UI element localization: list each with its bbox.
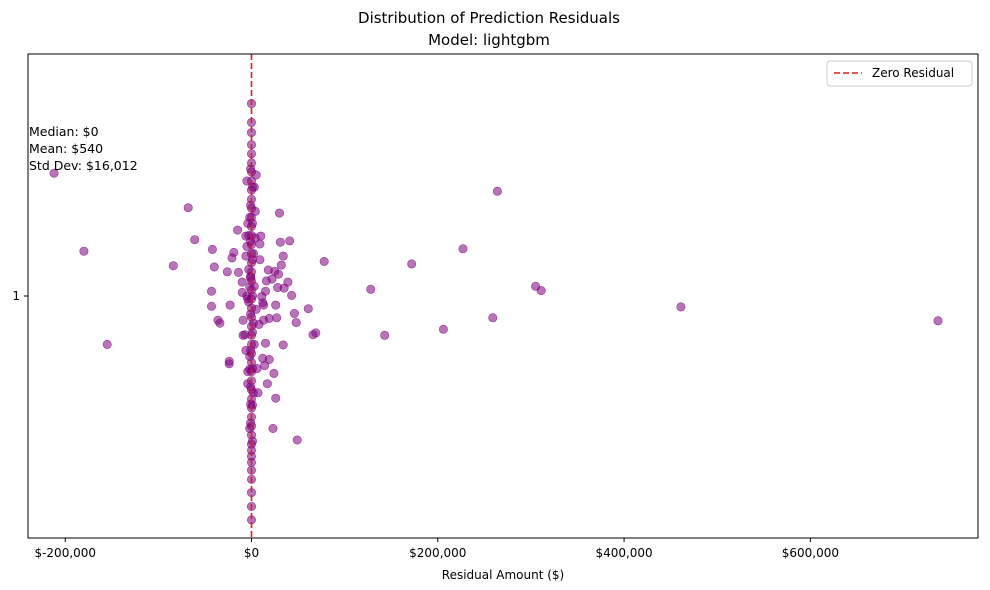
residual-point: [246, 273, 256, 283]
residual-point: [303, 304, 313, 314]
residual-point: [269, 368, 279, 378]
residual-point: [458, 244, 468, 254]
residual-point: [209, 262, 219, 272]
residual-point: [246, 164, 256, 174]
residual-point: [79, 246, 89, 256]
residual-point: [246, 418, 256, 428]
residual-point: [271, 300, 281, 310]
x-tick-label: $400,000: [595, 546, 652, 560]
legend-label: Zero Residual: [872, 66, 954, 80]
stats-annotation: Median: $0 Mean: $540 Std Dev: $16,012: [29, 124, 138, 173]
residual-point: [207, 286, 217, 296]
residual-point: [260, 338, 270, 348]
scatter-points: [49, 99, 943, 525]
residual-point: [222, 267, 232, 277]
residual-point: [283, 277, 293, 287]
residual-point: [273, 269, 283, 279]
x-axis-ticks: $-200,000 $0 $200,000 $400,000 $600,000: [34, 538, 839, 560]
residual-point: [233, 225, 243, 235]
residual-point: [536, 286, 546, 296]
residual-point: [259, 300, 269, 310]
chart-subtitle: Model: lightgbm: [428, 31, 550, 49]
x-axis-label: Residual Amount ($): [442, 568, 564, 582]
residual-point: [238, 315, 248, 325]
residual-point: [250, 206, 260, 216]
residual-point: [248, 318, 258, 328]
x-tick-label: $0: [244, 546, 259, 560]
residual-point: [278, 251, 288, 261]
residual-point: [319, 256, 329, 266]
residual-point: [229, 247, 239, 257]
residual-point: [234, 267, 244, 277]
stat-mean: Mean: $540: [29, 141, 103, 156]
residual-point: [287, 290, 297, 300]
residual-point: [248, 327, 258, 337]
residual-point: [256, 231, 266, 241]
legend: Zero Residual: [826, 60, 973, 87]
residual-point: [285, 236, 295, 246]
x-tick-label: $200,000: [409, 546, 466, 560]
residual-point: [207, 301, 217, 311]
residual-point: [225, 300, 235, 310]
residual-point: [251, 170, 261, 180]
residual-point: [102, 339, 112, 349]
residual-point: [276, 260, 286, 270]
residual-point: [274, 208, 284, 218]
residual-point: [264, 354, 274, 364]
residual-point: [267, 274, 277, 284]
x-tick-label: $-200,000: [34, 546, 96, 560]
residual-point: [246, 200, 256, 210]
residual-point: [292, 435, 302, 445]
residual-point: [246, 309, 256, 319]
residual-point: [255, 239, 265, 249]
stat-median: Median: $0: [29, 124, 99, 139]
chart-title: Distribution of Prediction Residuals: [358, 9, 620, 27]
y-axis-ticks: 1: [12, 289, 28, 303]
plot-frame: [27, 53, 979, 539]
residual-point: [264, 313, 274, 323]
residual-point: [224, 359, 234, 369]
residual-point: [438, 324, 448, 334]
residual-point: [237, 277, 247, 287]
residual-point: [933, 316, 943, 326]
residual-point: [248, 364, 258, 374]
residual-point: [262, 379, 272, 389]
residual-point: [245, 282, 255, 292]
residual-point: [271, 393, 281, 403]
residual-point: [183, 203, 193, 213]
residual-point: [268, 423, 278, 433]
residual-point: [245, 351, 255, 361]
residual-point: [49, 168, 59, 178]
residual-point: [248, 436, 258, 446]
residual-point: [278, 340, 288, 350]
residual-point: [260, 361, 270, 371]
x-tick-label: $600,000: [782, 546, 839, 560]
residual-point: [366, 284, 376, 294]
residual-point: [215, 318, 225, 328]
y-tick-label: 1: [12, 289, 20, 303]
residual-point: [492, 186, 502, 196]
residual-point: [248, 400, 258, 410]
residual-point: [488, 313, 498, 323]
residual-point: [291, 318, 301, 328]
residual-point: [190, 235, 200, 245]
residual-point: [275, 237, 285, 247]
residual-point: [380, 330, 390, 340]
stat-std-dev: Std Dev: $16,012: [29, 158, 138, 173]
residual-point: [168, 261, 178, 271]
residual-point: [248, 249, 258, 259]
residual-point: [311, 328, 321, 338]
residual-point: [272, 313, 282, 323]
residual-point: [207, 244, 217, 254]
legend-box: [826, 60, 973, 87]
residual-point: [242, 176, 252, 186]
residual-point: [248, 388, 258, 398]
residual-point: [243, 218, 253, 228]
residual-point: [289, 308, 299, 318]
residual-point: [260, 286, 270, 296]
residual-point: [676, 302, 686, 312]
residual-point: [407, 259, 417, 269]
